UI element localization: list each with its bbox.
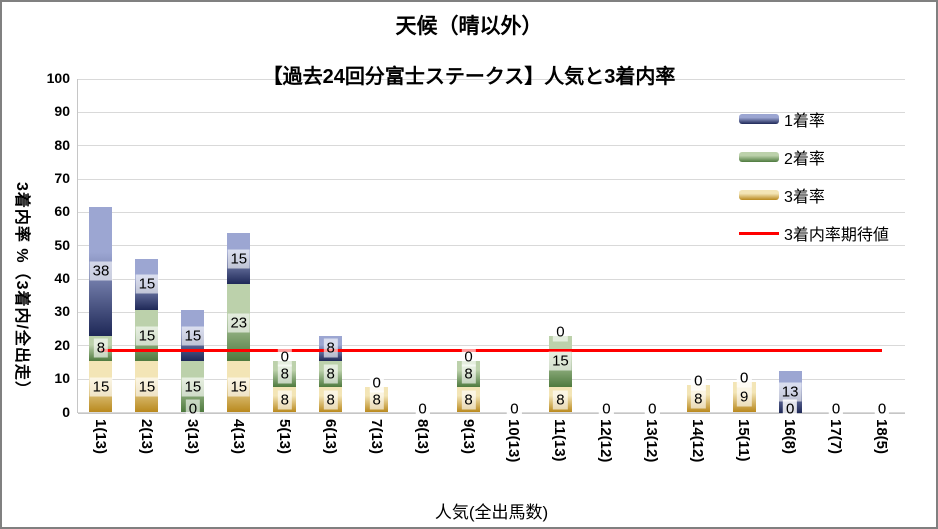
legend-label-1st: 1着率 xyxy=(784,113,825,130)
gridline xyxy=(78,278,905,280)
data-label: 15 xyxy=(227,377,251,397)
legend-label-3rd: 3着率 xyxy=(784,189,825,206)
data-label: 8 xyxy=(323,338,338,358)
x-tick-label: 1(13) xyxy=(91,419,109,455)
x-axis-title: 人気(全出馬数) xyxy=(434,503,549,522)
data-label: 0 xyxy=(553,322,568,342)
y-tick-label: 100 xyxy=(46,70,70,86)
data-label: 0 xyxy=(645,399,660,418)
data-label: 15 xyxy=(549,351,572,371)
data-label: 0 xyxy=(369,373,384,393)
legend-swatch-expected-line-icon xyxy=(739,231,779,235)
legend-item-2nd: 2着率 xyxy=(739,138,889,176)
data-label: 15 xyxy=(135,377,159,397)
y-tick-label: 30 xyxy=(54,303,70,320)
data-label: 0 xyxy=(185,399,201,418)
data-label: 0 xyxy=(691,371,706,391)
x-tick-label: 7(13) xyxy=(367,419,385,455)
data-label: 15 xyxy=(181,326,205,346)
y-tick-label: 90 xyxy=(54,103,70,120)
y-tick-label: 40 xyxy=(54,270,70,287)
data-label: 8 xyxy=(461,364,476,384)
x-tick-label: 13(12) xyxy=(643,419,661,463)
x-tick-label: 5(13) xyxy=(275,419,293,455)
gridline xyxy=(78,345,905,347)
legend-swatch-1st-icon xyxy=(739,114,779,124)
data-label: 0 xyxy=(737,368,752,388)
y-tick-label: 10 xyxy=(54,370,70,387)
x-tick-label: 4(13) xyxy=(229,419,247,455)
data-label: 0 xyxy=(782,399,798,418)
legend-item-expected: 3着内率期待値 xyxy=(739,214,889,252)
data-label: 0 xyxy=(874,399,890,418)
data-label: 15 xyxy=(181,377,205,397)
gridline xyxy=(78,311,905,313)
legend-swatch-3rd-icon xyxy=(739,190,779,200)
data-label: 8 xyxy=(323,390,338,410)
gridline xyxy=(78,111,905,113)
gridline xyxy=(78,145,905,147)
y-axis-line xyxy=(77,79,78,413)
data-label: 0 xyxy=(277,347,292,367)
x-tick-label: 8(13) xyxy=(413,419,431,455)
x-tick-label: 17(7) xyxy=(827,419,845,455)
data-label: 8 xyxy=(369,390,384,410)
gridline xyxy=(78,78,905,80)
y-tick-label: 70 xyxy=(54,170,70,187)
data-label: 8 xyxy=(93,338,109,358)
x-tick-label: 2(13) xyxy=(137,419,155,455)
chart-title: 天候（晴以外） xyxy=(395,15,543,38)
data-label: 0 xyxy=(507,399,522,418)
data-label: 0 xyxy=(461,347,476,367)
legend-swatch-2nd-icon xyxy=(739,152,779,162)
y-axis-title: 3着内率 %（3着内/全出走） xyxy=(13,182,30,398)
data-label: 13 xyxy=(778,382,802,402)
y-tick-label: 20 xyxy=(54,336,70,353)
legend: 1着率 2着率 3着率 3着内率期待値 xyxy=(739,100,889,252)
x-tick-label: 16(8) xyxy=(781,419,799,455)
x-axis-line xyxy=(78,412,905,414)
expected-rate-line xyxy=(100,348,883,352)
y-tick-label: 0 xyxy=(62,403,70,420)
chart-subtitle: 【過去24回分富士ステークス】人気と3着内率 xyxy=(262,66,676,88)
x-tick-label: 14(12) xyxy=(689,419,707,463)
data-label: 8 xyxy=(691,389,706,409)
x-tick-label: 3(13) xyxy=(183,419,201,455)
x-tick-label: 12(12) xyxy=(597,419,615,463)
gridline xyxy=(78,245,905,247)
data-label: 15 xyxy=(89,377,113,397)
legend-item-3rd: 3着率 xyxy=(739,176,889,214)
data-label: 8 xyxy=(277,390,292,410)
data-label: 23 xyxy=(227,313,251,333)
gridline xyxy=(78,178,905,180)
data-label: 15 xyxy=(227,249,251,269)
x-tick-label: 15(11) xyxy=(735,419,753,462)
data-label: 15 xyxy=(135,326,159,346)
data-label: 15 xyxy=(135,274,159,294)
x-tick-label: 18(5) xyxy=(873,419,891,455)
data-label: 0 xyxy=(828,399,844,418)
gridline xyxy=(78,378,905,380)
data-label: 9 xyxy=(737,387,752,407)
x-tick-label: 10(13) xyxy=(505,419,523,463)
data-label: 8 xyxy=(277,364,292,384)
data-label: 38 xyxy=(89,261,113,281)
legend-label-2nd: 2着率 xyxy=(784,151,825,168)
y-tick-label: 60 xyxy=(54,203,70,220)
legend-item-1st: 1着率 xyxy=(739,100,889,138)
data-label: 8 xyxy=(323,364,338,384)
data-label: 8 xyxy=(461,390,476,410)
data-label: 0 xyxy=(415,399,430,418)
y-tick-label: 50 xyxy=(54,236,70,253)
gridline xyxy=(78,211,905,213)
legend-label-expected: 3着内率期待値 xyxy=(784,227,889,244)
x-tick-label: 9(13) xyxy=(459,419,477,455)
data-label: 8 xyxy=(553,390,568,410)
x-tick-label: 6(13) xyxy=(321,419,339,455)
data-label: 0 xyxy=(599,399,614,418)
y-tick-label: 80 xyxy=(54,136,70,153)
x-tick-label: 11(13) xyxy=(551,419,569,462)
